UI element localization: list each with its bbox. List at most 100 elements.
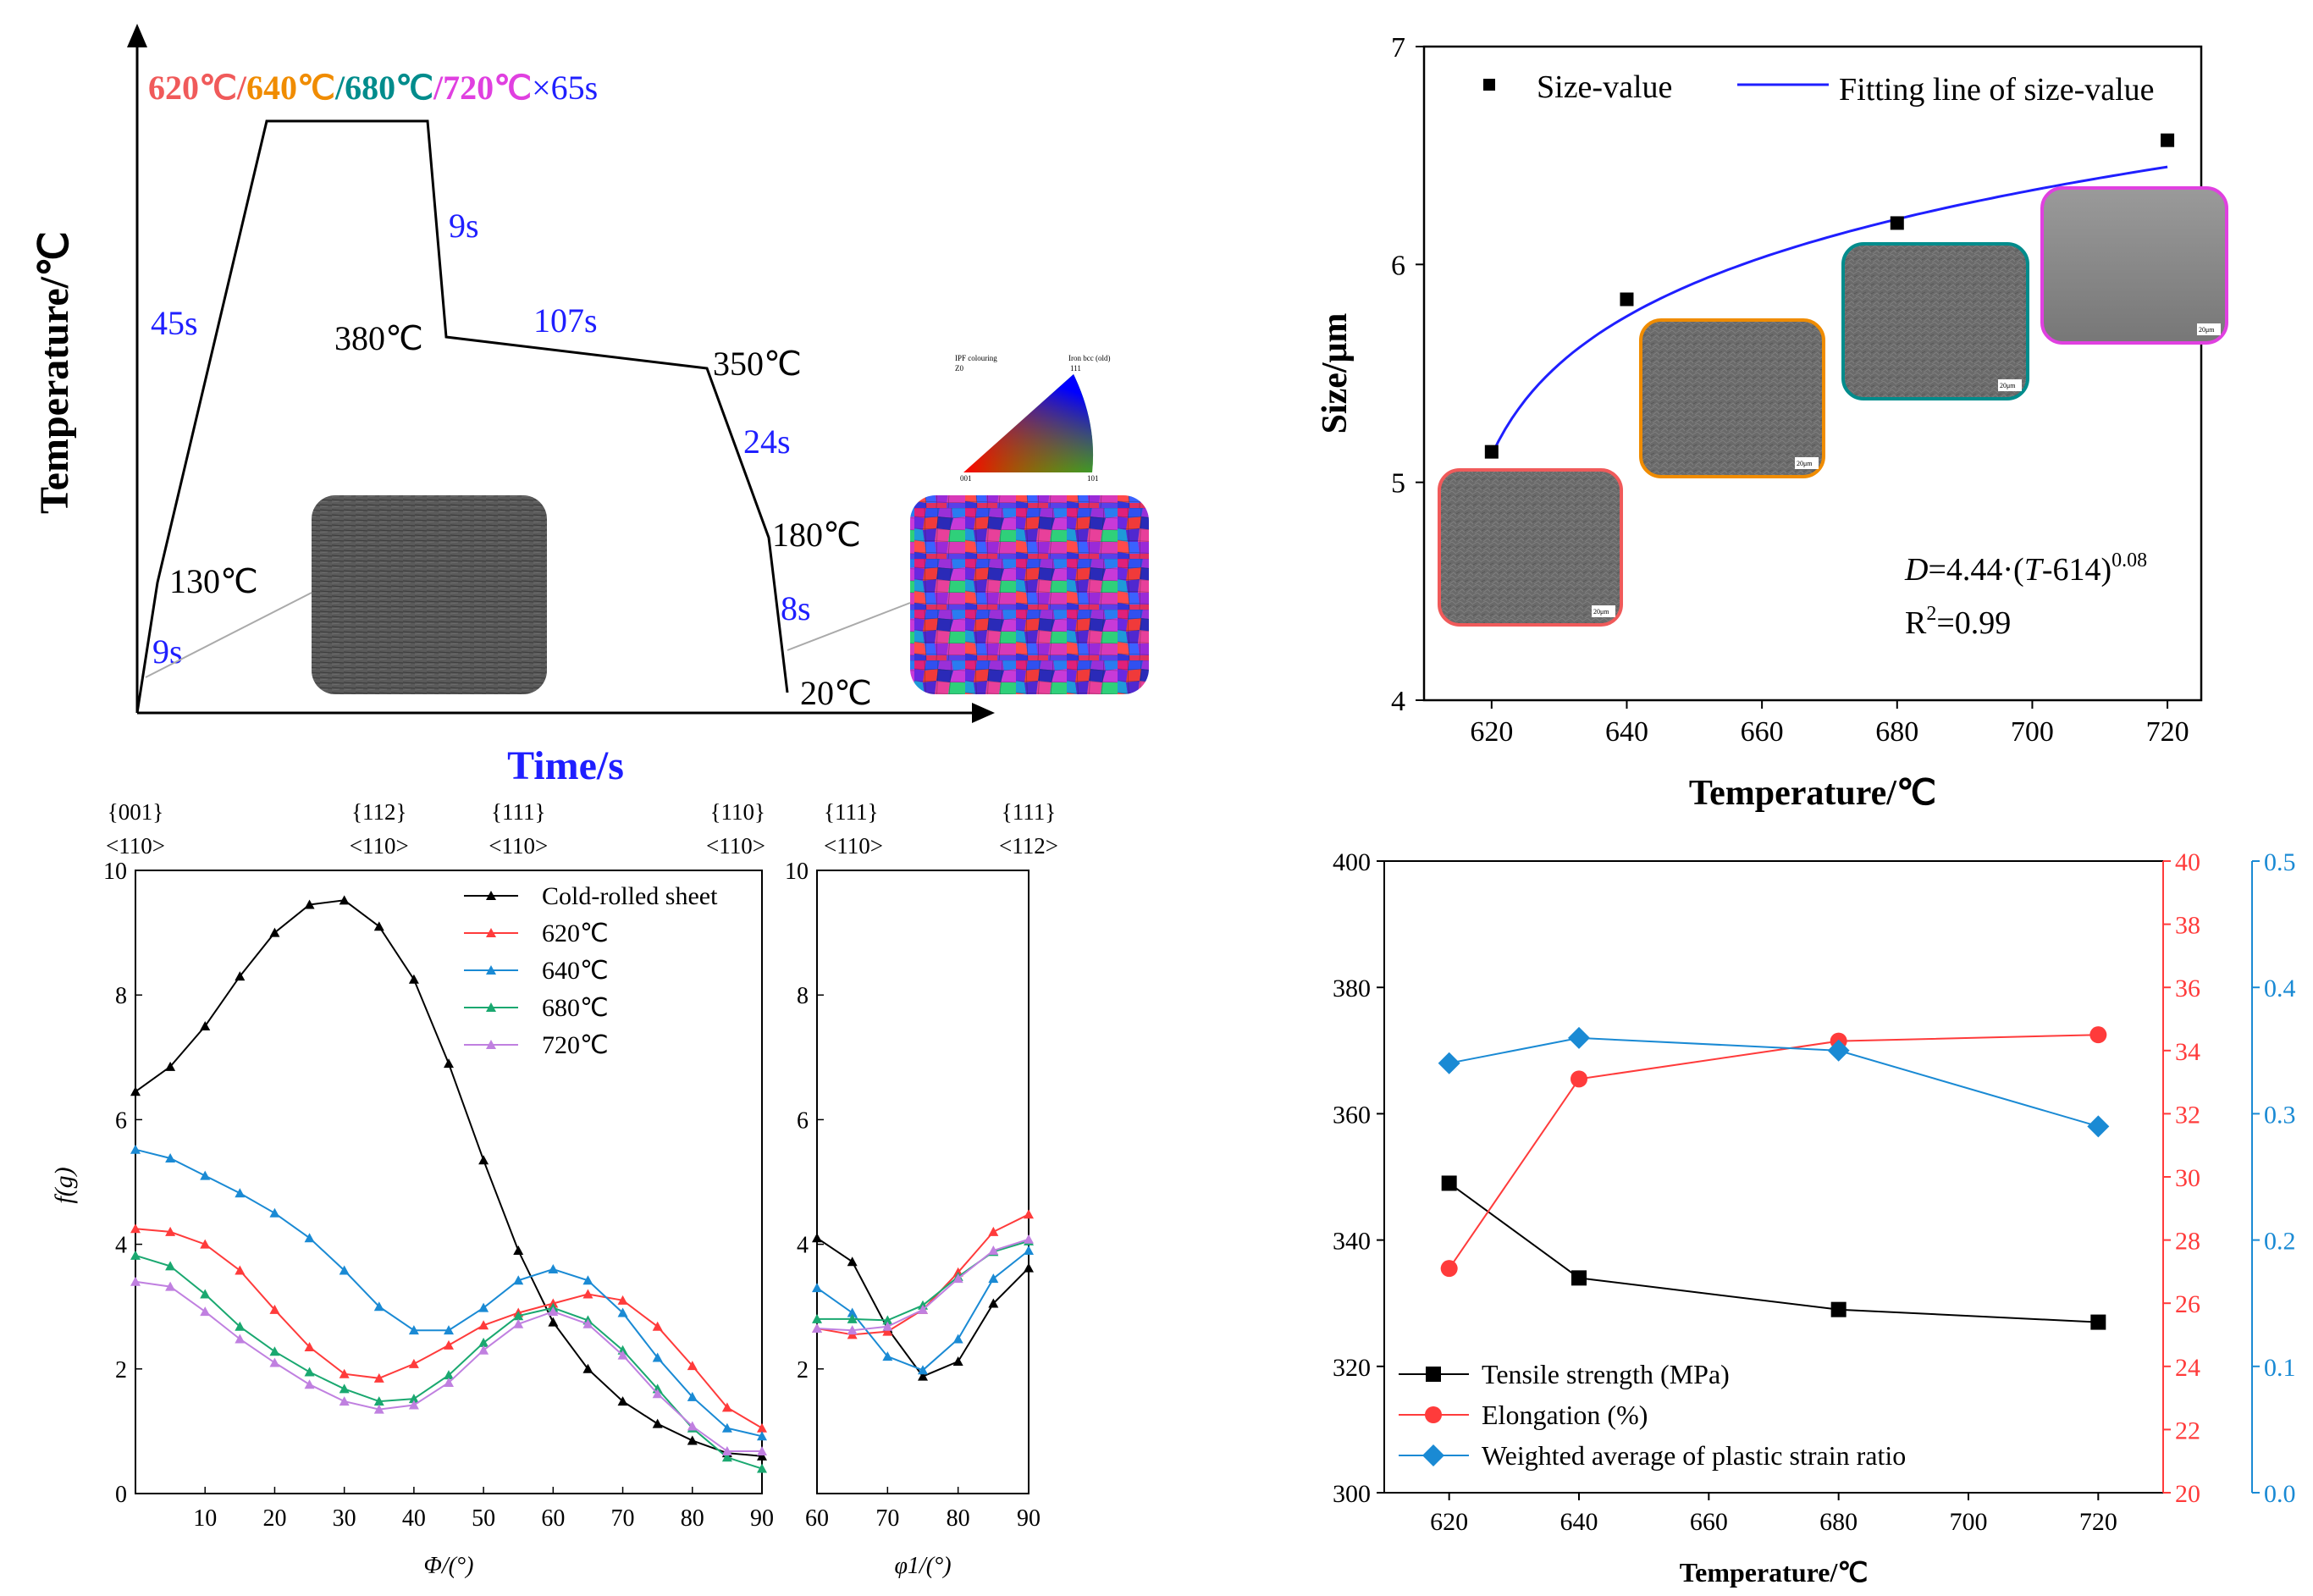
odf-point [513, 1275, 524, 1285]
odf-xtick-label: 20 [262, 1505, 286, 1532]
grain-point [1484, 445, 1499, 459]
odf-top-plane: {112} [351, 799, 406, 825]
title-hold: ×65s [532, 69, 598, 107]
odf-point [582, 1275, 593, 1285]
mech-ytick-right2-label: 0.2 [2264, 1228, 2296, 1256]
ipf-title: IPF colouring [955, 354, 997, 362]
odf-point [304, 1233, 315, 1243]
mech-ytick-right1-label: 26 [2175, 1290, 2200, 1318]
odf-point [812, 1233, 822, 1243]
mech-ytick-right1-label: 36 [2175, 975, 2200, 1002]
mech-series-line [1449, 1182, 2099, 1323]
odf-point [882, 1315, 893, 1325]
odf-point [687, 1421, 698, 1431]
odf-xtick-label: 80 [947, 1505, 970, 1532]
time-label-9s-b: 9s [449, 207, 479, 245]
grain-ytick-label: 6 [1391, 250, 1405, 281]
odf-point [918, 1365, 928, 1375]
odf-xtick-label: 50 [472, 1505, 495, 1532]
title-sep-3: / [433, 69, 444, 107]
grain-xtick-label: 660 [1741, 716, 1784, 748]
odf-point [812, 1313, 822, 1323]
eq-tail: -614) [2042, 552, 2112, 588]
odf-point [617, 1396, 628, 1406]
odf-legend-label: 620℃ [542, 919, 609, 947]
mech-legend-marker [1422, 1444, 1444, 1466]
odf-point [408, 1394, 419, 1404]
odf-point [757, 1450, 767, 1461]
schedule-ylabel: Temperature/℃ [32, 231, 77, 514]
sem-image-680 [1841, 242, 2029, 400]
odf-left-xlabel: Φ/(°) [424, 1553, 474, 1579]
odf-xtick-label: 10 [193, 1505, 217, 1532]
odf-top-plane: {111} [824, 799, 878, 825]
odf-point [444, 1377, 454, 1387]
odf-point [548, 1317, 559, 1327]
ipf-triangle-overlay [963, 374, 1094, 472]
odf-point [687, 1361, 698, 1371]
mech-point [1571, 1070, 1587, 1088]
odf-point [721, 1422, 732, 1433]
schedule-curve [135, 119, 789, 714]
odf-point [444, 1325, 454, 1335]
odf-point [1024, 1209, 1034, 1219]
grain-ytick-label: 5 [1391, 468, 1405, 500]
panel-odf: 10 20 30 40 50 60 70 80 90 0 2 4 6 8 10 {001} <110> {112}… [50, 799, 1058, 1579]
odf-point [988, 1226, 999, 1236]
time-label-9s-a: 9s [152, 632, 183, 671]
odf-point [373, 1396, 384, 1406]
odf-point [235, 1321, 246, 1331]
fit-equation: D=4.44·(T-614)0.08 [1904, 549, 2147, 588]
odf-xtick-label: 60 [541, 1505, 565, 1532]
scale-bar-640: 20μm [1797, 460, 1813, 467]
pointer-line-cold [145, 592, 312, 678]
odf-point [165, 1061, 176, 1071]
scale-bar-680: 20μm [2000, 382, 2016, 389]
odf-top-plane: {111} [1002, 799, 1056, 825]
grain-ylabel: Size/μm [1316, 313, 1355, 434]
odf-top-dir: <110> [489, 833, 548, 859]
odf-series-line [135, 1280, 762, 1452]
odf-point [235, 1334, 246, 1344]
odf-ytick-label: 8 [115, 983, 127, 1009]
odf-top-dir: <110> [350, 833, 409, 859]
odf-point [952, 1356, 963, 1366]
title-640: 640℃ [246, 69, 335, 107]
odf-legend-label: Cold-rolled sheet [542, 882, 718, 910]
schedule-xlabel: Time/s [507, 743, 624, 788]
mech-point [2087, 1115, 2110, 1138]
odf-point [269, 927, 280, 937]
title-680: 680℃ [345, 69, 433, 107]
time-label-24s: 24s [743, 422, 791, 461]
odf-point [339, 1368, 350, 1378]
odf-top-dir: <110> [824, 833, 883, 859]
odf-point [757, 1445, 767, 1455]
odf-ytick-label: 10 [785, 859, 809, 885]
odf-point [339, 1383, 350, 1394]
odf-point [847, 1325, 858, 1335]
grain-axis-ticks: 620 640 660 680 700 720 4 5 6 7 [1391, 32, 2189, 748]
eq-t: T [2024, 552, 2045, 588]
mech-point [1571, 1270, 1587, 1286]
odf-ylabel: f(g) [50, 1167, 78, 1203]
odf-point [408, 1325, 419, 1335]
odf-point [200, 1289, 211, 1299]
grain-xlabel: Temperature/℃ [1689, 774, 1936, 813]
odf-legend-label: 680℃ [542, 994, 609, 1022]
ipf-sub: Iron bcc (old) [1068, 354, 1110, 362]
odf-point [652, 1418, 663, 1428]
sem-image-720 [2040, 186, 2228, 345]
odf-point [478, 1302, 489, 1312]
ipf-corner-111: 111 [1070, 364, 1081, 373]
mech-ytick-right1-label: 30 [2175, 1164, 2200, 1192]
odf-point [847, 1307, 858, 1317]
grain-data-points [1484, 133, 2175, 459]
odf-point [1024, 1262, 1034, 1273]
odf-legend-label: 720℃ [542, 1031, 609, 1059]
title-620: 620℃ [148, 69, 237, 107]
scale-bar-box-720 [2197, 323, 2221, 335]
odf-point [687, 1435, 698, 1445]
sem-inset-620: 20μm [1438, 468, 1623, 627]
odf-point [478, 1345, 489, 1355]
odf-point [988, 1245, 999, 1255]
